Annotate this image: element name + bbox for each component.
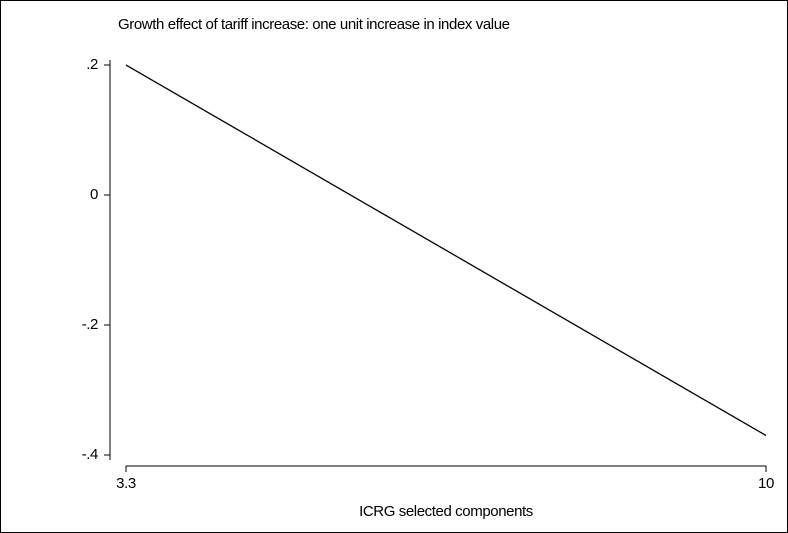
y-tick-label: 0 bbox=[90, 186, 98, 203]
chart-title: Growth effect of tariff increase: one un… bbox=[118, 16, 510, 33]
y-tick-label: .2 bbox=[86, 56, 98, 73]
y-tick-label: -.2 bbox=[82, 316, 98, 333]
y-tick-label: -.4 bbox=[82, 446, 98, 463]
x-tick-label: 3.3 bbox=[116, 475, 136, 492]
x-tick-label: 10 bbox=[758, 475, 774, 492]
line bbox=[125, 64, 767, 437]
x-axis-title: ICRG selected components bbox=[359, 503, 533, 520]
